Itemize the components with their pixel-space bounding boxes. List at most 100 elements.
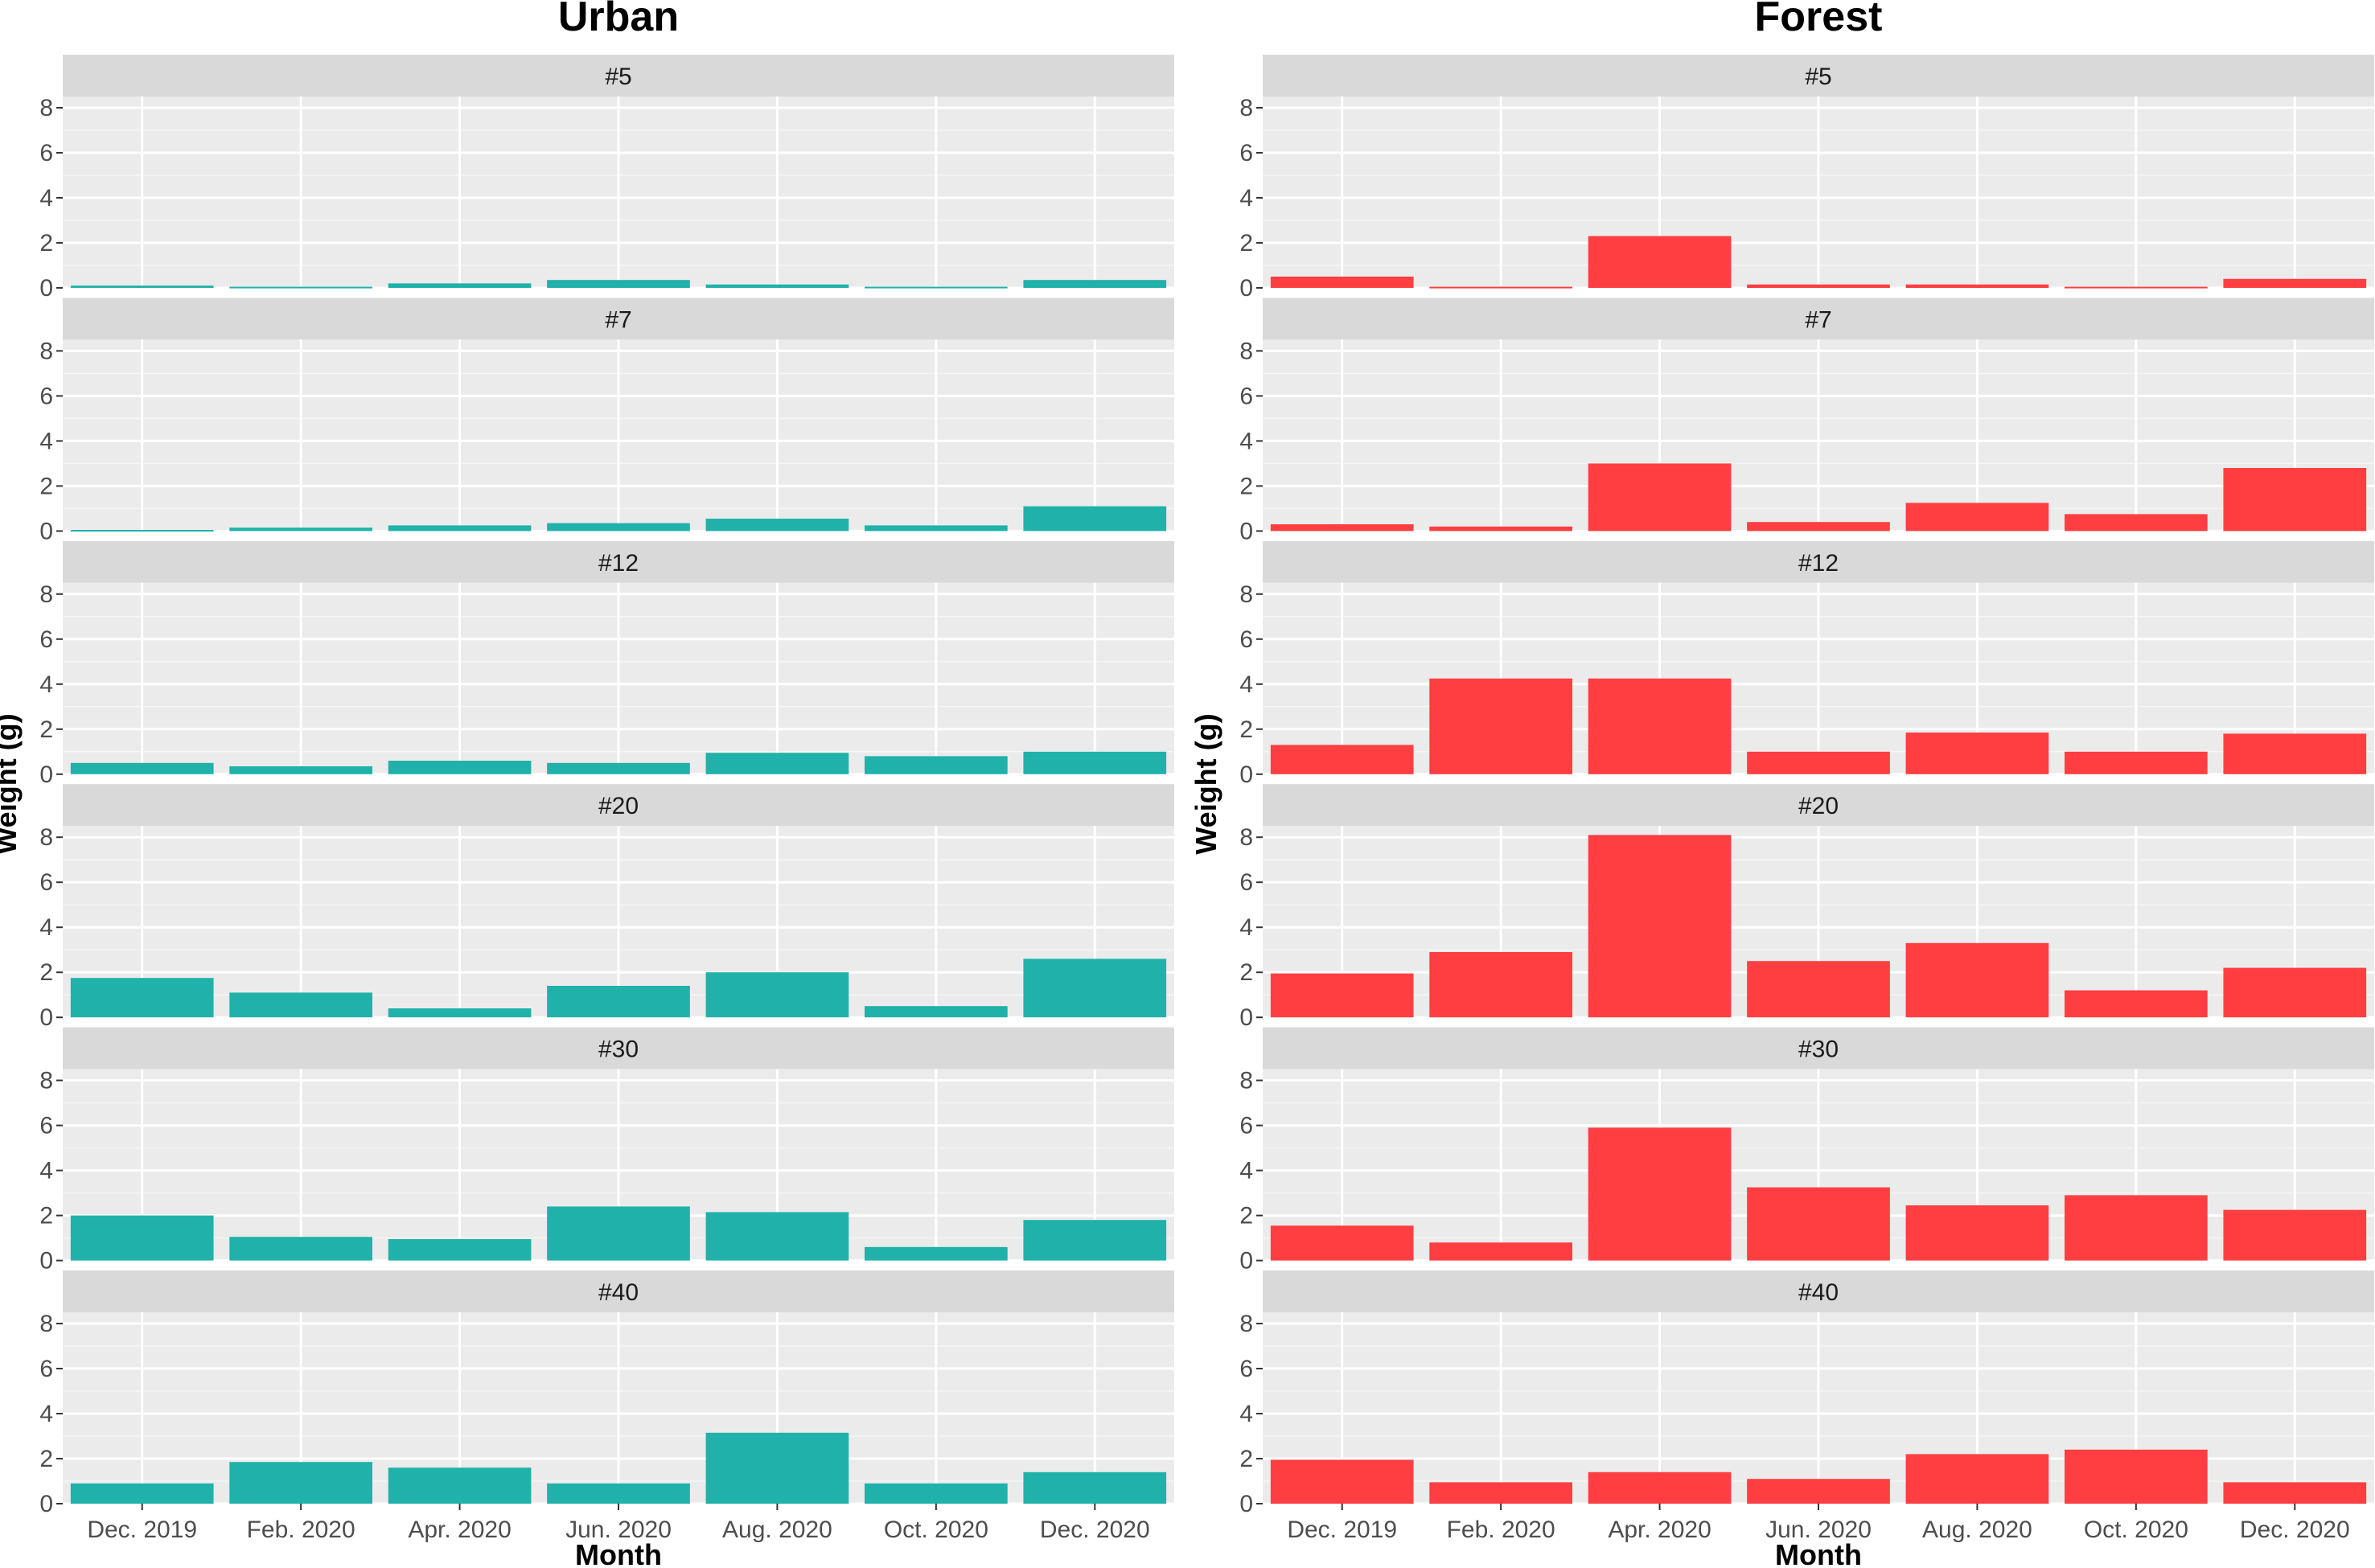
facet-strip [63,1027,1174,1069]
y-tick-label: 6 [39,869,53,896]
bar-feb-2020 [1429,678,1572,774]
bar-apr-2020 [388,525,532,532]
bar-dec-2019 [70,762,214,774]
bar-feb-2020 [1429,526,1572,532]
y-tick-label: 0 [39,518,53,544]
y-tick-label: 6 [39,1356,53,1382]
facet-strip [1263,298,2374,340]
x-tick-label: Jun. 2020 [1765,1517,1872,1543]
facet-strip-label: #20 [1798,793,1839,819]
y-tick-label: 2 [1239,1203,1253,1229]
bar-jun-2020 [1747,1187,1890,1261]
bar-aug-2020 [1905,733,2049,774]
y-axis-title: Weight (g) [1190,713,1222,854]
y-tick-label: 2 [39,230,53,257]
y-tick-label: 8 [1239,824,1253,851]
facet-n30: #30 0 2 4 6 8 [39,1027,1174,1275]
y-tick-label: 2 [39,959,53,986]
y-axis-title: Weight (g) [0,713,23,854]
bar-jun-2020 [547,986,690,1018]
bar-feb-2020 [229,992,372,1018]
facet-strip [1263,1270,2374,1312]
bar-oct-2020 [865,756,1008,774]
y-tick-label: 6 [39,626,53,653]
y-tick-label: 4 [1239,671,1253,698]
facet-strip [63,784,1174,827]
y-tick-label: 4 [39,1158,53,1184]
bar-dec-2019 [70,1483,214,1504]
facet-n5: #5 0 2 4 6 8 [1239,55,2374,302]
y-tick-label: 4 [39,428,53,454]
bar-oct-2020 [2065,514,2208,532]
y-tick-label: 2 [1239,230,1253,257]
bar-dec-2020 [1023,1220,1167,1261]
y-tick-label: 4 [39,671,53,698]
bar-dec-2020 [1023,751,1167,774]
bar-aug-2020 [1905,942,2049,1018]
facet-strip-label: #30 [598,1036,639,1063]
y-tick-label: 8 [1239,1068,1253,1094]
bar-dec-2020 [2223,1482,2367,1504]
y-tick-label: 0 [1239,518,1253,544]
y-tick-label: 4 [1239,1158,1253,1184]
bar-aug-2020 [1905,503,2049,532]
facet-n12: #12 0 2 4 6 8 [1239,540,2374,788]
facet-strip [1263,540,2374,583]
bar-apr-2020 [388,283,532,288]
y-tick-label: 0 [39,1491,53,1517]
x-tick-label: Aug. 2020 [722,1517,832,1543]
y-tick-label: 6 [1239,140,1253,166]
facet-n20: #20 0 2 4 6 8 [39,784,1174,1031]
bar-aug-2020 [705,972,849,1018]
y-tick-label: 2 [1239,716,1253,743]
bar-apr-2020 [388,1008,532,1018]
bar-dec-2019 [1270,1225,1414,1261]
y-tick-label: 2 [39,716,53,743]
facet-strip-label: #40 [1798,1279,1839,1306]
y-tick-label: 8 [39,1311,53,1337]
bar-oct-2020 [2065,286,2208,289]
facet-strip [63,55,1174,96]
y-tick-label: 4 [1239,1401,1253,1427]
y-tick-label: 0 [39,1004,53,1031]
y-tick-label: 6 [1239,869,1253,896]
y-tick-label: 6 [39,140,53,166]
facet-strip [1263,1027,2374,1069]
bar-aug-2020 [705,753,849,774]
facet-strip-label: #40 [598,1279,639,1306]
bar-jun-2020 [547,523,690,532]
y-tick-label: 2 [1239,959,1253,986]
y-tick-label: 6 [1239,1113,1253,1139]
y-tick-label: 6 [39,1113,53,1139]
y-tick-label: 0 [1239,1491,1253,1517]
bar-apr-2020 [1588,236,1732,288]
bar-dec-2020 [2223,733,2367,774]
y-tick-label: 0 [1239,1248,1253,1275]
panel-urban: Urban #5 0 2 4 6 8 #7 0 2 4 6 8 #12 0 2 4 6 8 #20 0 2 4 6 8 #30 0 2… [0,0,1174,1568]
bar-dec-2019 [70,530,214,532]
y-tick-label: 8 [39,581,53,608]
y-tick-label: 0 [1239,1004,1253,1031]
y-tick-label: 4 [39,185,53,211]
x-tick-label: Dec. 2019 [87,1517,197,1543]
y-tick-label: 6 [1239,626,1253,653]
x-tick-label: Dec. 2020 [1040,1517,1150,1543]
y-tick-label: 8 [39,1068,53,1094]
bar-jun-2020 [1747,961,1890,1018]
bar-jun-2020 [1747,522,1890,532]
bar-apr-2020 [1588,1127,1732,1261]
bar-aug-2020 [705,1432,849,1504]
y-tick-label: 6 [1239,383,1253,409]
x-tick-label: Oct. 2020 [2084,1517,2188,1543]
facet-n30: #30 0 2 4 6 8 [1239,1027,2374,1275]
x-tick-label: Apr. 2020 [1608,1517,1711,1543]
x-tick-label: Dec. 2019 [1287,1517,1397,1543]
bar-dec-2019 [1270,1459,1414,1504]
y-tick-label: 4 [39,914,53,941]
facet-n12: #12 0 2 4 6 8 [39,540,1174,788]
bar-dec-2019 [70,978,214,1018]
bar-aug-2020 [1905,1205,2049,1261]
bar-dec-2019 [1270,745,1414,774]
bar-apr-2020 [1588,463,1732,532]
bar-apr-2020 [388,761,532,774]
